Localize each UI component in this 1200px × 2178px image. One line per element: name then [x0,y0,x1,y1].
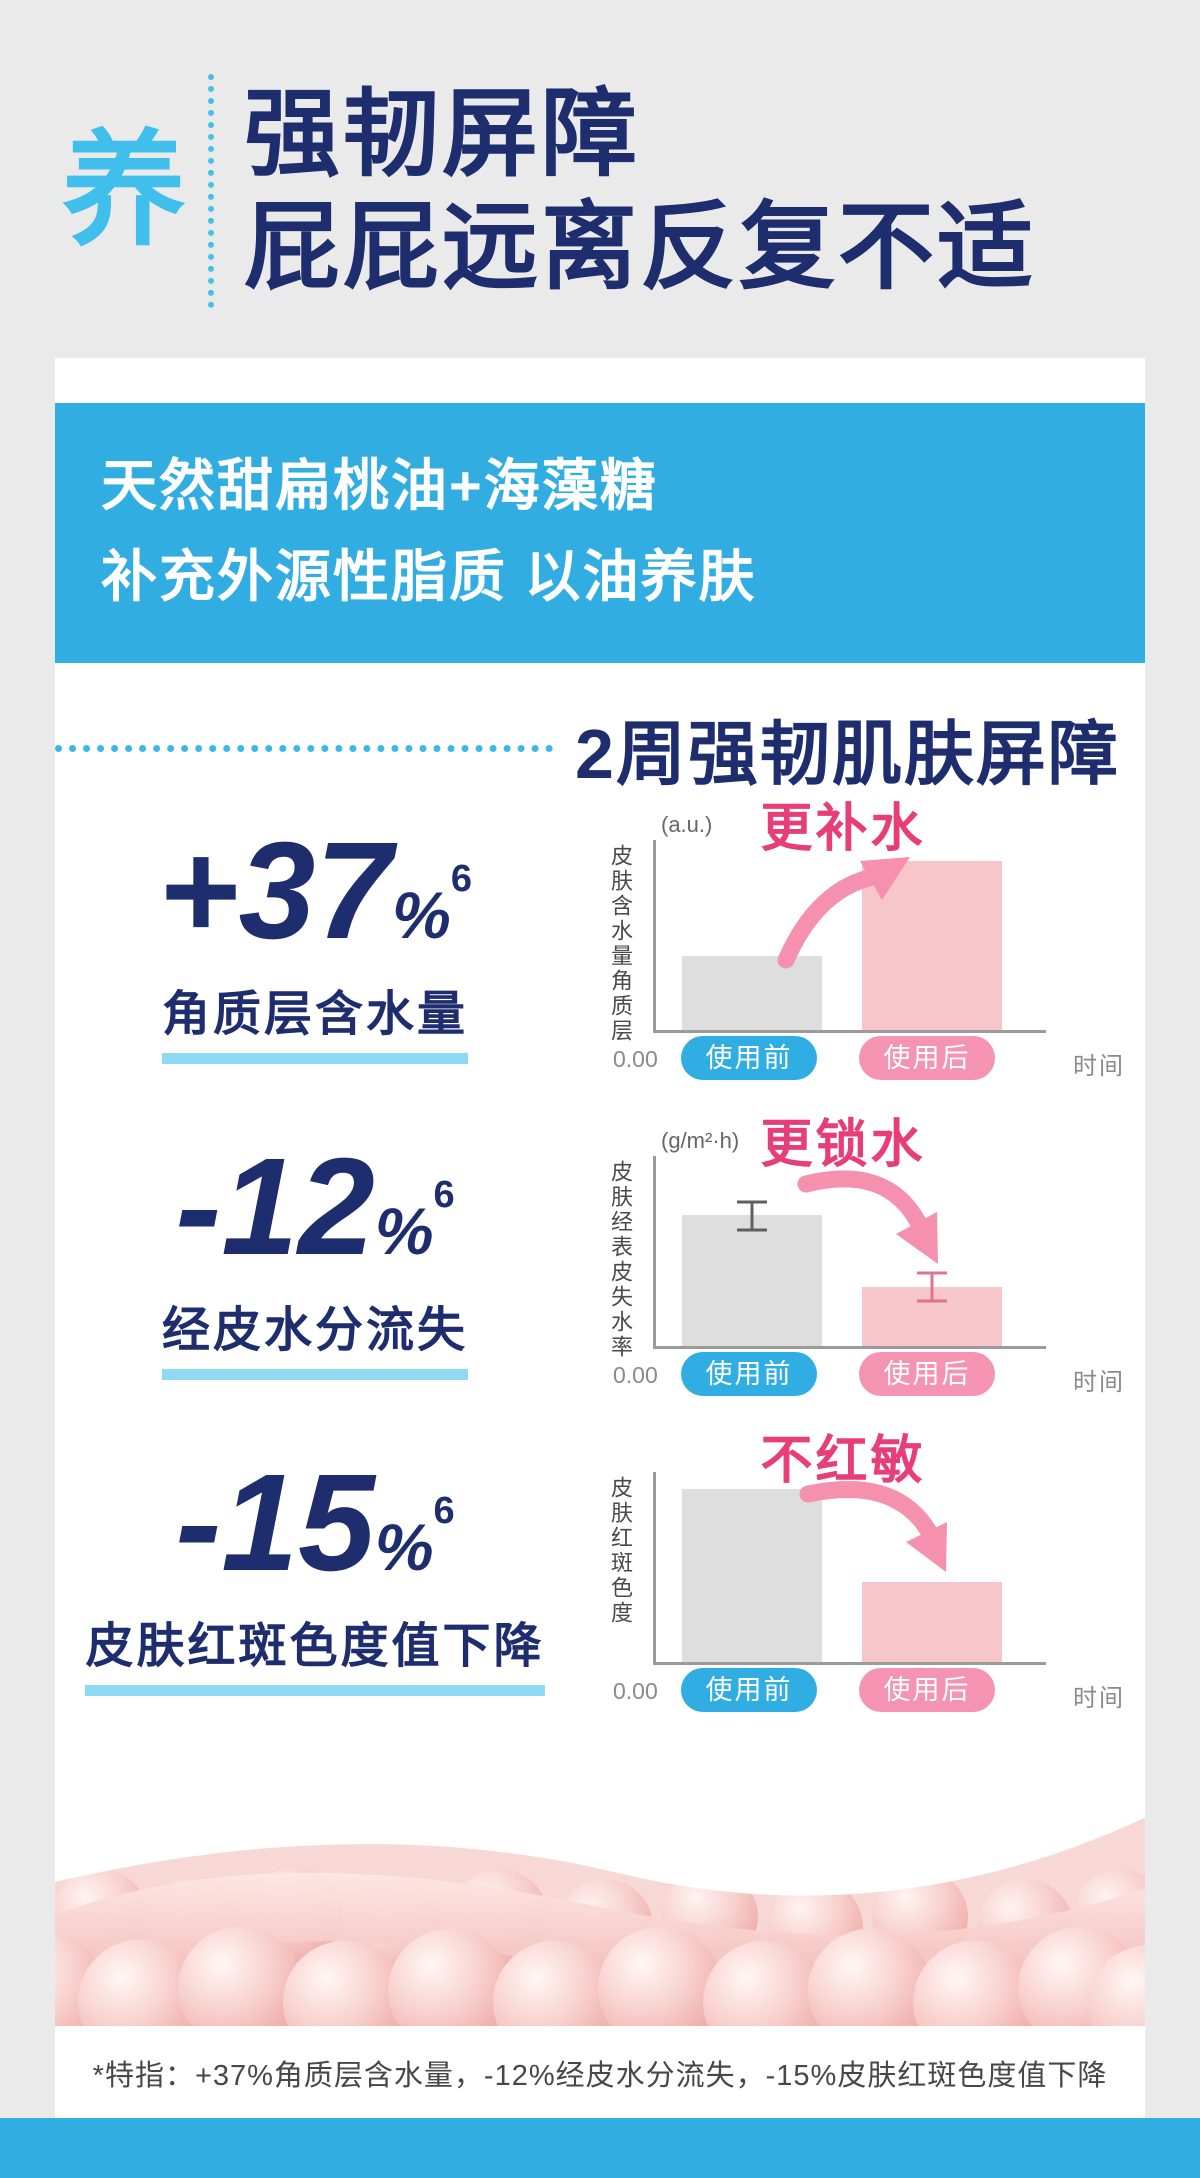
section-header: 2周强韧肌肤屏障 [55,708,1145,793]
chart-annotation: 更锁水 [760,1116,926,1174]
hero-title-line1: 强韧屏障 [244,80,641,188]
horizontal-dotted-divider [55,744,553,752]
pill-before: 使用前 [681,1352,817,1396]
chart-plot-area [653,1156,1046,1349]
chart-x-axis: 0.00 使用前 使用后 时间 [613,1352,1123,1396]
axis-x-label: 时间 [1073,1053,1125,1080]
pill-after: 使用后 [859,1668,995,1712]
chart-unit-label: (a.u.) [661,812,713,837]
trend-arrow-down-icon [737,1170,947,1303]
axis-x-label: 时间 [1073,1369,1125,1396]
stat-redness: -15%6 皮肤红斑色度值下降 [55,1420,575,1720]
vertical-dotted-divider [208,74,215,308]
section-title: 2周强韧肌肤屏障 [575,714,1120,793]
stat-tewl: -12%6 经皮水分流失 [55,1104,575,1404]
pill-before: 使用前 [681,1668,817,1712]
stat-value: -15%6 [55,1454,575,1592]
chart-x-axis: 0.00 使用前 使用后 时间 [613,1036,1123,1080]
stat-number: -15 [175,1446,375,1600]
stat-underline [85,1685,545,1696]
trend-arrow-down-icon [799,1481,947,1572]
stat-row-tewl: -12%6 经皮水分流失 更锁水 (g/m²·h) 皮肤经表皮失水率 [55,1104,1145,1404]
banner-line2: 补充外源性脂质 以油养肤 [101,544,757,608]
hero-titles: 强韧屏障 屁屁远离反复不适 [244,78,1036,305]
bar-after [862,1582,1002,1662]
stat-percent-sign: % [374,1510,434,1584]
stat-footnote-marker: 6 [450,858,472,900]
bar-before [682,955,822,1030]
stat-percent-sign: % [374,1194,434,1268]
stat-number: -12 [175,1130,375,1284]
chart-unit-label: (g/m²·h) [661,1128,740,1153]
axis-origin-label: 0.00 [613,1046,658,1072]
stat-label-wrap: 皮肤红斑色度值下降 [85,1606,545,1696]
stat-footnote-marker: 6 [433,1174,455,1216]
pill-before: 使用前 [681,1036,817,1080]
stat-label: 经皮水分流失 [161,1304,468,1357]
axis-origin-label: 0.00 [613,1362,658,1388]
stat-row-redness: -15%6 皮肤红斑色度值下降 不红敏 皮肤红斑色度 [55,1420,1145,1720]
stat-label: 角质层含水量 [161,988,468,1041]
chart-x-axis: 0.00 使用前 使用后 时间 [613,1668,1123,1712]
pill-after: 使用后 [859,1352,995,1396]
chart-annotation: 更补水 [760,800,926,858]
cream-wave-graphic [55,1768,1145,2026]
chart-erythema: 不红敏 皮肤红斑色度 0.00 使用前 使用后 时间 [575,1420,1145,1720]
trend-arrow-up-icon [777,857,910,969]
bar-before [682,1489,822,1662]
bar-before [682,1214,822,1346]
chart-annotation: 不红敏 [760,1432,926,1490]
axis-origin-label: 0.00 [613,1678,658,1704]
stat-value: -12%6 [55,1138,575,1276]
stat-percent-sign: % [392,878,451,952]
chart-plot-area [653,840,1046,1033]
stat-underline [161,1053,468,1064]
stat-moisture: +37%6 角质层含水量 [55,788,575,1088]
cream-texture-image [55,1768,1145,2026]
pill-after: 使用后 [859,1036,995,1080]
stat-label-wrap: 角质层含水量 [161,974,468,1064]
chart-y-axis-label: 皮肤含水量角质层 [608,844,633,1044]
chart-y-axis-label: 皮肤经表皮失水率 [608,1160,633,1360]
chart-tewl: 更锁水 (g/m²·h) 皮肤经表皮失水率 [575,1104,1145,1404]
stat-number: +37 [158,814,393,968]
banner-line1: 天然甜扁桃油+海藻糖 [101,454,658,517]
chart-plot-area [653,1472,1046,1665]
stat-row-moisture: +37%6 角质层含水量 更补水 (a.u.) 皮肤含水量角质层 [55,788,1145,1088]
axis-x-label: 时间 [1073,1685,1125,1712]
ingredient-banner: 天然甜扁桃油+海藻糖 补充外源性脂质 以油养肤 [55,403,1145,663]
badge-character: 养 [62,122,187,260]
stat-value: +37%6 [55,822,575,960]
stat-underline [161,1369,468,1380]
stat-label: 皮肤红斑色度值下降 [85,1620,545,1673]
content-card: 天然甜扁桃油+海藻糖 补充外源性脂质 以油养肤 2周强韧肌肤屏障 +37%6 角… [55,358,1145,2118]
hero-header: 养 强韧屏障 屁屁远离反复不适 [62,74,1036,308]
footnote: *特指：+37%角质层含水量，-12%经皮水分流失，-15%皮肤红斑色度值下降 [92,2060,1108,2092]
error-bar-before [737,1200,767,1232]
stat-footnote-marker: 6 [433,1490,455,1532]
error-bar-after [917,1271,947,1303]
bottom-accent-band [0,2118,1200,2178]
chart-skin-moisture: 更补水 (a.u.) 皮肤含水量角质层 0.00 使用前 使用后 时间 [575,788,1145,1088]
hero-title-line2: 屁屁远离反复不适 [244,194,1037,301]
chart-y-axis-label: 皮肤红斑色度 [608,1476,633,1626]
stat-label-wrap: 经皮水分流失 [161,1290,468,1380]
